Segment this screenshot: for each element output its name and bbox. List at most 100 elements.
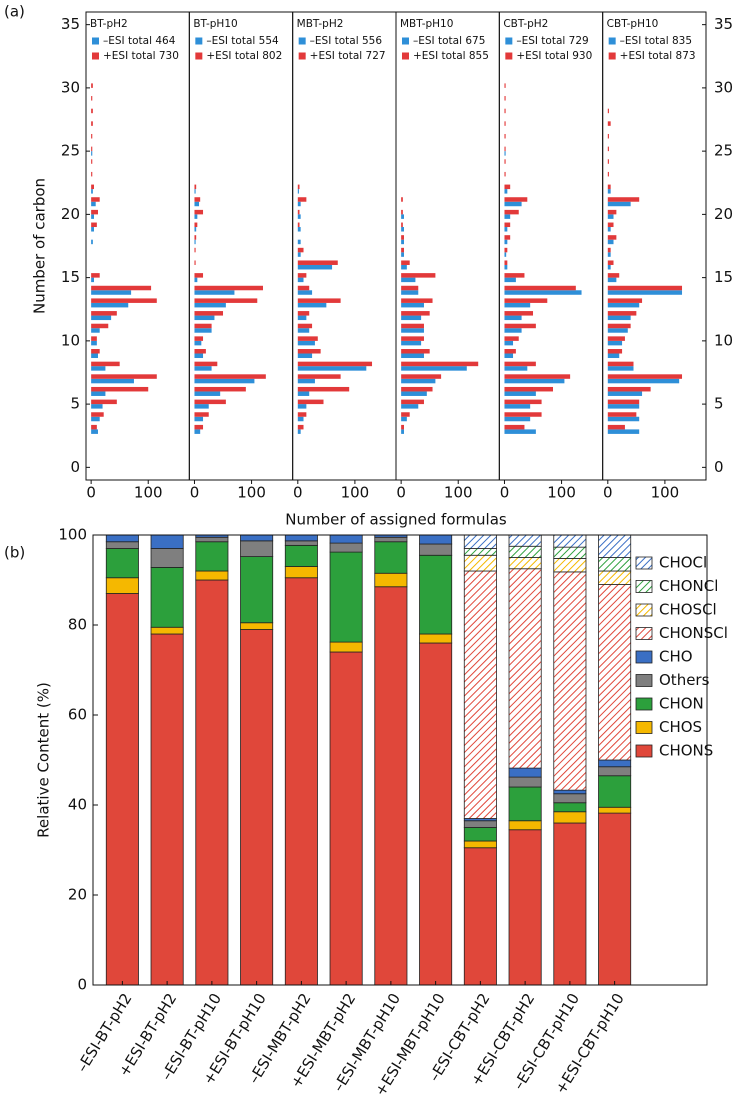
bar bbox=[297, 222, 300, 228]
bar bbox=[607, 171, 609, 177]
bar bbox=[401, 227, 404, 232]
bar bbox=[297, 197, 307, 202]
bar bbox=[504, 285, 576, 291]
bar bbox=[91, 361, 120, 367]
legend-swatch bbox=[92, 37, 99, 45]
bar bbox=[194, 328, 212, 333]
bar bbox=[504, 340, 514, 346]
bar bbox=[607, 227, 611, 232]
bar bbox=[194, 404, 209, 409]
y-tick-label: 10 bbox=[714, 331, 733, 349]
bar-segment bbox=[195, 541, 229, 572]
x-tick-label: 100 bbox=[651, 484, 680, 502]
bar bbox=[504, 298, 548, 303]
bar bbox=[297, 429, 301, 434]
bar-segment bbox=[374, 541, 408, 574]
panel-title: CBT-pH2 bbox=[503, 18, 548, 30]
bar bbox=[504, 227, 508, 232]
bar bbox=[607, 290, 683, 295]
bar bbox=[504, 391, 536, 396]
bar-segment bbox=[508, 568, 542, 769]
bar bbox=[194, 412, 209, 417]
bar bbox=[401, 222, 403, 228]
bar bbox=[91, 349, 100, 354]
bar bbox=[401, 353, 424, 359]
bar-segment bbox=[150, 626, 184, 635]
bar-segment bbox=[553, 571, 587, 791]
legend-label: –ESI total 675 bbox=[413, 35, 485, 47]
bar-segment bbox=[463, 534, 497, 549]
bar bbox=[504, 260, 508, 265]
bar bbox=[504, 222, 511, 228]
bar bbox=[91, 399, 117, 405]
bar-segment bbox=[508, 776, 542, 788]
bar-segment bbox=[463, 847, 497, 986]
bar-segment bbox=[598, 812, 632, 986]
bar bbox=[91, 96, 93, 101]
bar bbox=[504, 353, 514, 359]
bar bbox=[91, 298, 157, 303]
bar-segment bbox=[553, 822, 587, 986]
y-tick-label: 80 bbox=[68, 616, 87, 634]
bar bbox=[91, 171, 93, 177]
y-tick-label: 25 bbox=[61, 142, 80, 160]
bar bbox=[504, 184, 511, 190]
bar bbox=[297, 349, 321, 354]
bar bbox=[504, 323, 536, 329]
bar bbox=[607, 239, 614, 245]
bar-segment bbox=[374, 536, 408, 543]
y-tick-label: 15 bbox=[61, 268, 80, 286]
bar bbox=[91, 311, 117, 316]
bar bbox=[91, 328, 100, 333]
bar-segment bbox=[195, 579, 229, 986]
bar bbox=[297, 290, 313, 295]
legend-label: CHOS bbox=[659, 718, 702, 736]
bar-segment bbox=[598, 570, 632, 585]
bar bbox=[504, 252, 507, 257]
bar bbox=[194, 184, 197, 190]
y-tick-label: 35 bbox=[61, 15, 80, 33]
x-tick-label: 100 bbox=[341, 484, 370, 502]
bar bbox=[607, 374, 683, 379]
bar bbox=[504, 416, 531, 422]
bar bbox=[607, 340, 623, 346]
bar bbox=[297, 311, 310, 316]
bar bbox=[297, 273, 307, 278]
bar bbox=[504, 412, 542, 417]
bar bbox=[297, 260, 338, 265]
bar bbox=[91, 133, 93, 139]
bar bbox=[194, 298, 258, 303]
legend-swatch bbox=[402, 37, 409, 45]
bar bbox=[607, 311, 637, 316]
bar bbox=[401, 378, 436, 384]
y-tick-label: 10 bbox=[61, 331, 80, 349]
y-tick-label: 60 bbox=[68, 706, 87, 724]
bar bbox=[401, 239, 404, 245]
bar bbox=[91, 239, 93, 245]
bar-segment bbox=[240, 556, 274, 624]
bar-segment bbox=[508, 557, 542, 570]
bar bbox=[194, 214, 198, 219]
bar-segment bbox=[150, 567, 184, 628]
bar bbox=[91, 273, 100, 278]
bar bbox=[297, 328, 310, 333]
legend-swatch bbox=[195, 52, 203, 60]
bar bbox=[504, 378, 565, 384]
bar bbox=[297, 412, 307, 417]
bar bbox=[401, 235, 404, 240]
bar-segment bbox=[598, 806, 632, 814]
bar bbox=[91, 315, 112, 321]
x-tick-label: 100 bbox=[237, 484, 266, 502]
bar bbox=[91, 424, 97, 430]
bar bbox=[91, 277, 94, 283]
bar bbox=[297, 209, 300, 215]
bar bbox=[607, 361, 634, 367]
legend-swatch bbox=[608, 52, 616, 60]
bar bbox=[504, 277, 516, 283]
legend-label: +ESI total 802 bbox=[206, 50, 282, 62]
bar-segment bbox=[553, 802, 587, 813]
bar-segment bbox=[463, 570, 497, 819]
bar bbox=[607, 336, 625, 341]
x-tick-label: 0 bbox=[86, 484, 96, 502]
bar bbox=[607, 146, 609, 152]
